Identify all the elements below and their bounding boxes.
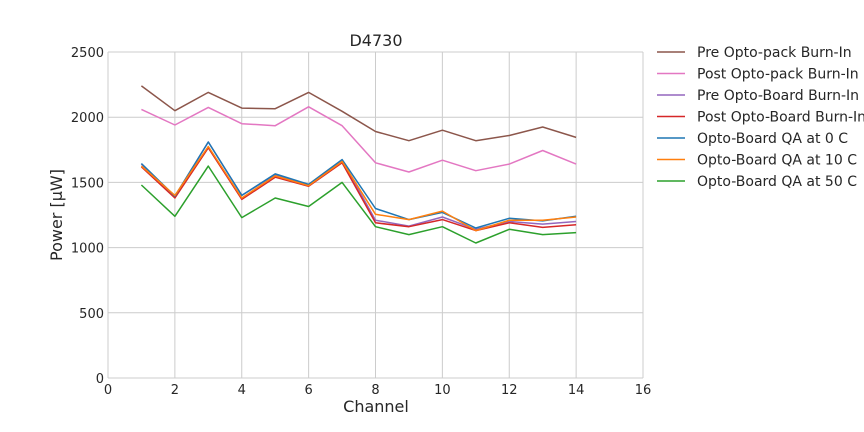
y-axis-ticks: 0 500 1000 1500 2000 2500 <box>71 46 104 387</box>
y-tick-label: 2500 <box>71 46 104 61</box>
legend-label: Post Opto-Board Burn-In <box>697 110 864 126</box>
x-tick-label: 14 <box>568 383 585 398</box>
y-tick-label: 1500 <box>71 176 104 191</box>
legend-label: Pre Opto-pack Burn-In <box>697 45 852 61</box>
legend: Pre Opto-pack Burn-In Post Opto-pack Burn… <box>657 45 864 190</box>
x-tick-label: 2 <box>171 383 179 398</box>
x-tick-label: 12 <box>501 383 518 398</box>
series-line-7 <box>140 165 577 244</box>
y-tick-label: 0 <box>96 372 104 387</box>
y-tick-label: 500 <box>79 307 104 322</box>
series-lines <box>140 85 577 244</box>
x-axis-label: Channel <box>343 397 409 416</box>
series-line-2 <box>141 106 577 173</box>
series-line-5 <box>140 141 577 229</box>
legend-label: Post Opto-pack Burn-In <box>697 67 859 83</box>
y-tick-label: 2000 <box>71 111 104 126</box>
legend-label: Opto-Board QA at 0 C <box>697 131 848 147</box>
grid <box>107 51 644 379</box>
x-tick-label: 4 <box>238 383 246 398</box>
x-tick-label: 10 <box>434 383 451 398</box>
series-line-6 <box>140 145 577 232</box>
x-axis-ticks: 0 2 4 6 8 10 12 14 16 <box>104 383 651 398</box>
series-line-3 <box>140 141 577 231</box>
x-tick-label: 6 <box>304 383 312 398</box>
y-axis-label: Power [μW] <box>47 169 66 261</box>
y-tick-label: 1000 <box>71 242 104 257</box>
legend-label: Opto-Board QA at 10 C <box>697 153 857 169</box>
series-line-1 <box>140 85 577 142</box>
x-tick-label: 16 <box>635 383 652 398</box>
x-tick-label: 8 <box>371 383 379 398</box>
x-tick-label: 0 <box>104 383 112 398</box>
legend-label: Pre Opto-Board Burn-In <box>697 88 859 104</box>
legend-label: Opto-Board QA at 50 C <box>697 174 857 190</box>
chart-title: D4730 <box>349 31 402 50</box>
